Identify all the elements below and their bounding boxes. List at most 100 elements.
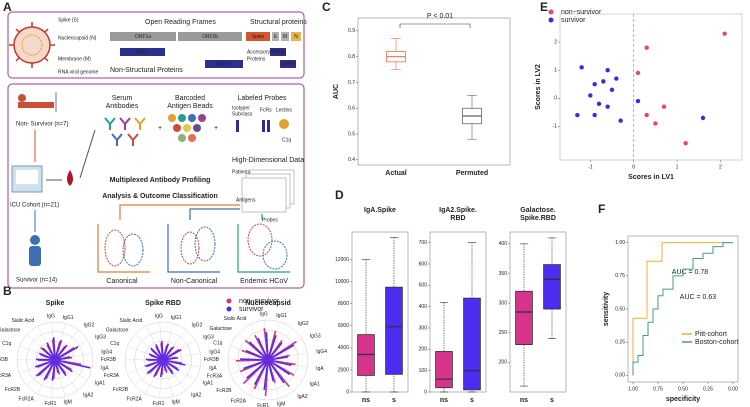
y-tick-label: 200: [499, 360, 508, 366]
y-tick-label: 0: [424, 389, 427, 395]
y-axis-label: Scores in LV2: [535, 64, 542, 110]
box: [385, 286, 403, 375]
radar-label: IgG: [260, 312, 268, 318]
y-tick-label: 12000: [335, 257, 349, 263]
radar-bar: [257, 337, 269, 361]
step-label: Barcoded: [175, 95, 205, 102]
point: [661, 104, 667, 109]
x-tick-label: s: [470, 397, 474, 404]
point: [614, 76, 619, 81]
radar-bar: [42, 347, 56, 361]
gene-label: M: [283, 34, 287, 40]
point: [605, 67, 610, 73]
y-tick-label: 1.00: [615, 240, 625, 246]
radar-bar: [243, 359, 269, 370]
radar-label: IgG2: [298, 321, 309, 327]
plot-label: Canonical: [106, 278, 138, 285]
radar-bar: [52, 337, 56, 361]
point: [592, 112, 597, 118]
plot-frame: [559, 13, 743, 161]
gene-label: N: [294, 34, 298, 40]
radar-label: Sialic Acid: [11, 318, 34, 324]
radar-bar: [35, 359, 56, 377]
radar-bar: [267, 359, 285, 384]
radar-bar: [267, 359, 291, 376]
box: [463, 297, 481, 391]
x-axis-label: Scores in LV1: [628, 174, 674, 181]
step-label: Antibodies: [106, 103, 139, 110]
y-axis-label: AUC: [333, 84, 340, 99]
x-tick-label: s: [392, 397, 396, 404]
point: [653, 121, 658, 126]
panel-label: C: [322, 0, 331, 14]
radar-label: FcR1: [44, 401, 56, 407]
point: [618, 118, 623, 123]
y-tick-label: 250: [499, 330, 508, 336]
x-tick-label: ns: [440, 397, 448, 404]
x-tick-label: 2: [719, 164, 722, 170]
panel-title: IgA2.Spike.: [439, 207, 477, 214]
radar-label: IgA2: [191, 393, 202, 399]
virus-label: Nucleocapsid (N): [58, 35, 97, 41]
y-tick-label: 10000: [335, 279, 349, 285]
y-tick-label: 6000: [338, 323, 349, 329]
plot-frame: [627, 235, 739, 383]
matrix-label: Antigens: [236, 197, 256, 203]
y-tick-label: 0.9: [348, 28, 355, 34]
y-axis-label: sensitivity: [603, 292, 610, 326]
radar-label: IgG2: [84, 322, 95, 328]
radar-label: FcR1: [257, 403, 269, 407]
radar-label: FcR3A: [0, 373, 12, 379]
radar-bar: [54, 339, 63, 361]
legend-swatch: [548, 17, 554, 23]
panel-title: IgA.Spike: [364, 207, 396, 214]
nonstructural-title: Non-Structural Proteins: [110, 67, 183, 74]
radar-bar: [51, 359, 56, 381]
y-tick-label: 100: [419, 368, 428, 374]
legend-swatch: [226, 306, 232, 312]
panel-title: Galactose.: [520, 207, 555, 214]
y-tick-label: 200: [419, 347, 428, 353]
bracket: [399, 23, 471, 28]
group-label: ICU Cohort (n=21): [10, 203, 59, 209]
point: [596, 101, 602, 107]
plus: +: [214, 125, 218, 132]
y-tick-label: 0.4: [348, 157, 355, 163]
legend-label: non−survivor: [561, 9, 602, 16]
point: [609, 87, 615, 93]
radar-bar: [34, 359, 56, 368]
radar-label: Galactose: [0, 328, 21, 334]
plot-frame: [429, 231, 487, 393]
chart-title: Spike: [46, 300, 65, 307]
radar-label: IgG: [155, 313, 163, 319]
radar-bar: [150, 347, 164, 361]
virus-label: Spike (S): [58, 17, 79, 23]
radar-label: IgA1: [95, 381, 106, 387]
box: [515, 290, 533, 345]
box: [543, 264, 561, 310]
radar-bar: [267, 344, 295, 361]
radar-label: IgA1: [310, 382, 321, 388]
orf-title: Open Reading Frames: [145, 19, 216, 26]
radar-bar: [267, 356, 288, 361]
radar-label: Galactose: [106, 328, 129, 334]
y-tick-label: 2000: [338, 367, 349, 373]
radar-bar: [54, 346, 79, 361]
radar-bar: [145, 358, 164, 361]
radar-bar: [146, 359, 164, 375]
radar-bar: [54, 359, 67, 377]
x-tick-label: 0.50: [678, 386, 688, 392]
point: [605, 104, 610, 109]
radar-bar: [162, 359, 186, 366]
probe-label: FcRs: [260, 107, 272, 113]
point: [635, 70, 641, 76]
radar-label: FcR2A: [19, 397, 35, 403]
radar-bar: [162, 359, 174, 375]
x-tick-label: 1.00: [628, 386, 638, 392]
step-label: Serum: [112, 95, 133, 102]
y-tick-label: 0.50: [615, 306, 625, 312]
gene-label: ORF8: [281, 61, 295, 67]
radar-bar: [38, 352, 56, 361]
radar-label: IgG: [47, 313, 55, 319]
radar-label: Sialic Acid: [119, 318, 142, 324]
